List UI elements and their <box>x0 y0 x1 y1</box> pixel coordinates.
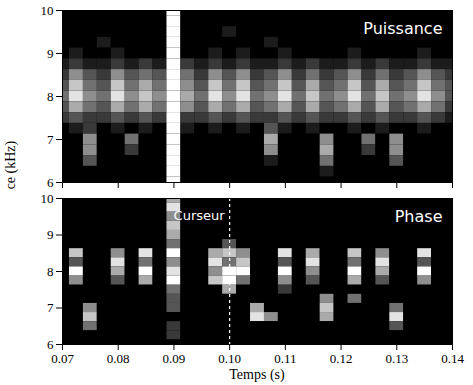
svg-text:Puissance: Puissance <box>363 19 442 38</box>
svg-text:10: 10 <box>41 191 54 206</box>
svg-text:Phase: Phase <box>395 207 443 226</box>
svg-text:0.09: 0.09 <box>163 351 186 366</box>
html-text:Temps (s): Temps (s) <box>229 367 285 382</box>
svg-text:0.11: 0.11 <box>274 351 296 366</box>
svg-text:6: 6 <box>47 337 54 352</box>
svg-text:0.08: 0.08 <box>107 351 130 366</box>
svg-text:0.12: 0.12 <box>330 351 353 366</box>
svg-text:8: 8 <box>47 264 54 279</box>
svg-text:9: 9 <box>47 46 54 61</box>
svg-text:Curseur: Curseur <box>174 208 226 223</box>
html-text:Fréquence (kHz): Fréquence (kHz) <box>3 140 18 236</box>
svg-text:9: 9 <box>47 227 54 242</box>
svg-text:7: 7 <box>47 300 54 315</box>
svg-text:10: 10 <box>41 3 54 18</box>
svg-text:0.13: 0.13 <box>385 351 408 366</box>
svg-text:7: 7 <box>47 132 54 147</box>
svg-text:8: 8 <box>47 89 54 104</box>
svg-text:0.07: 0.07 <box>51 351 74 366</box>
svg-text:6: 6 <box>47 175 54 190</box>
svg-text:0.10: 0.10 <box>218 351 241 366</box>
svg-text:0.14: 0.14 <box>441 351 464 366</box>
